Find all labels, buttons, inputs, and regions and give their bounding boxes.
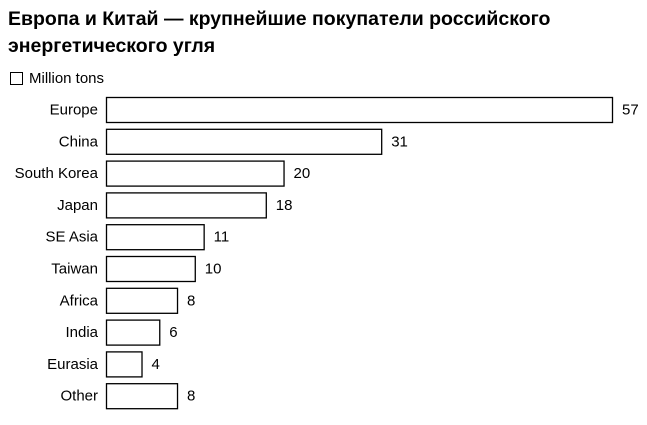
bar [105,287,179,314]
category-label: Europe [50,102,98,119]
legend-swatch [10,72,23,85]
value-label: 20 [294,165,311,182]
value-label: 4 [152,356,160,373]
bar [105,160,285,187]
value-label: 8 [187,292,195,309]
chart-title: Европа и Китай — крупнейшие покупатели р… [8,8,551,57]
category-label: SE Asia [45,229,98,246]
value-label: 11 [214,229,230,246]
value-label: 57 [622,102,639,119]
bar [105,128,383,155]
value-label: 31 [391,133,408,150]
value-label: 10 [205,261,222,278]
value-label: 18 [276,197,293,214]
value-label: 8 [187,388,195,405]
bar [105,96,614,124]
category-label: India [65,324,98,341]
bar [105,383,179,410]
bar [105,224,205,251]
legend-label: Million tons [29,70,105,87]
bar [105,351,143,378]
value-label: 6 [169,324,177,341]
category-label: China [59,133,99,150]
category-label: Other [60,388,98,405]
category-label: Eurasia [47,356,99,373]
category-label: South Korea [15,165,99,182]
legend: Million tons [10,70,104,87]
category-label: Japan [57,197,98,214]
bar [105,319,161,346]
bar [105,192,267,219]
category-label: Africa [60,292,99,309]
bar [105,255,196,283]
category-label: Taiwan [51,261,98,278]
